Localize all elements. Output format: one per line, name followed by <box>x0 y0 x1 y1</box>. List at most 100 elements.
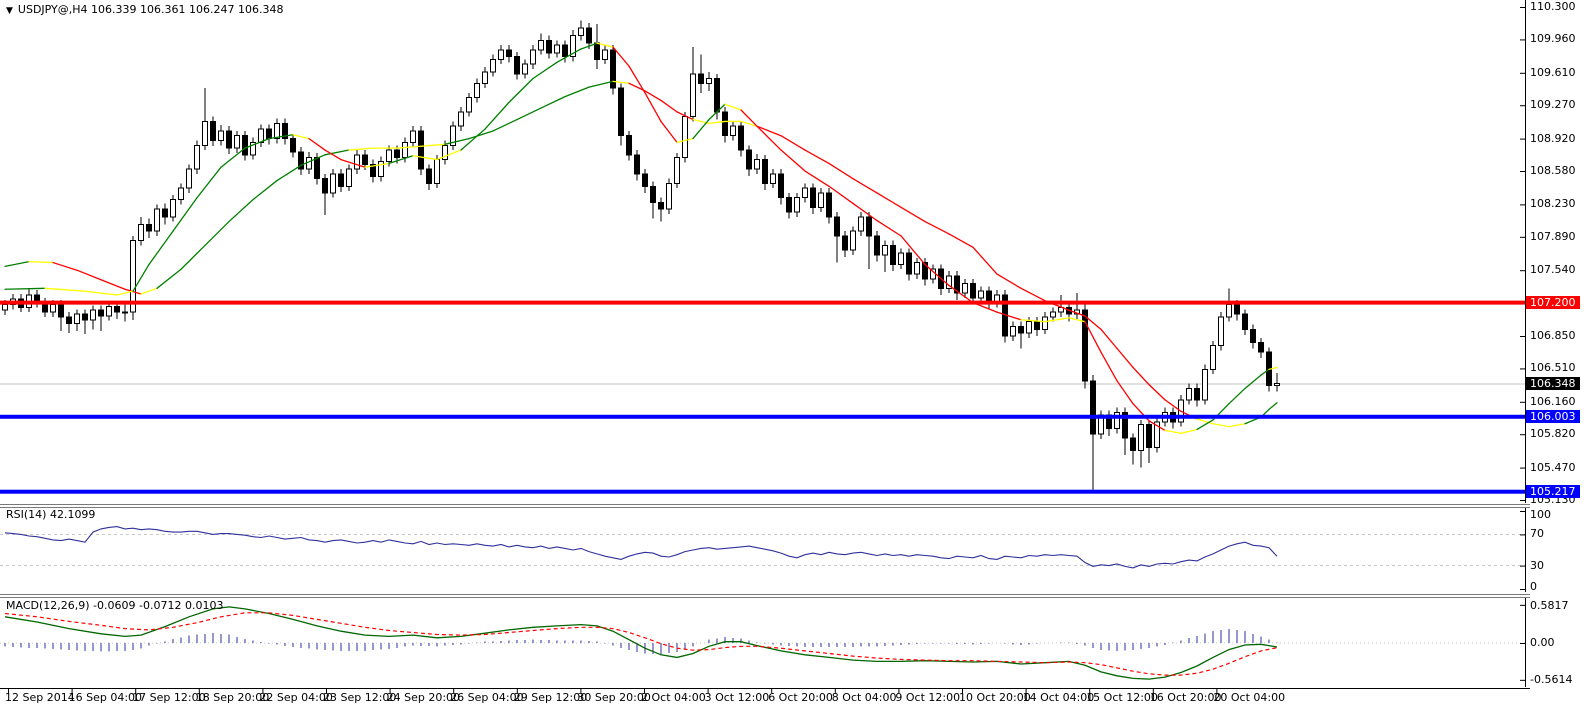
price-tick-label: 106.850 <box>1530 328 1576 342</box>
time-tick-label: 3 Oct 12:00 <box>704 691 770 704</box>
ma-slow-line <box>1228 423 1246 428</box>
ma-fast-line <box>1260 368 1270 376</box>
candle-bull <box>1010 325 1016 337</box>
candle-bull <box>802 187 808 199</box>
ma-fast-line <box>740 109 758 127</box>
candle-bear <box>642 173 648 187</box>
time-tick-label: 14 Oct 04:00 <box>1022 691 1095 704</box>
ma-slow-line <box>1212 423 1230 428</box>
candle-bear <box>778 173 784 199</box>
candle-bear <box>562 44 568 58</box>
ma-slow-line <box>324 149 350 156</box>
candle-bull <box>498 49 504 60</box>
candle-bear <box>114 305 120 313</box>
ma-fast-line <box>660 120 678 144</box>
candle-bull <box>402 141 408 159</box>
candle-bull <box>138 223 144 242</box>
ma-slow-line <box>1164 399 1182 412</box>
candle-bull <box>186 168 192 189</box>
macd-signal-line <box>4 612 1278 676</box>
price-badge: 105.217 <box>1526 485 1580 499</box>
price-tick-label: 106.160 <box>1530 394 1576 408</box>
candle-bear <box>834 216 840 237</box>
candle-bull <box>442 144 448 161</box>
candle-bull <box>682 116 688 159</box>
candle-bull <box>882 244 888 256</box>
ma-slow-line <box>660 99 678 113</box>
candle-bear <box>514 56 520 75</box>
candle-bull <box>538 39 544 51</box>
candle-bull <box>194 144 200 170</box>
ma-slow-line <box>1020 287 1046 302</box>
candle-bull <box>234 135 240 149</box>
ma-slow-line <box>1100 328 1118 350</box>
candle-bear <box>738 125 744 151</box>
ma-fast-line <box>644 92 662 123</box>
rsi-level-label: 30 <box>1530 558 1544 572</box>
horizontal-level-line[interactable] <box>0 414 1528 419</box>
ma-slow-line <box>924 220 950 235</box>
ma-fast-line <box>1244 374 1262 390</box>
candle-bear <box>722 111 728 137</box>
candle-bull <box>914 262 920 275</box>
ma-slow-line <box>948 233 974 248</box>
ma-fast-line <box>1084 321 1102 353</box>
ma-fast-line <box>1228 387 1246 405</box>
ma-fast-line <box>308 137 326 151</box>
ma-fast-line <box>780 149 806 172</box>
candle-bull <box>466 97 472 113</box>
ma-slow-line <box>540 95 566 109</box>
macd-level-label: 0.5817 <box>1530 599 1569 612</box>
ma-fast-line <box>628 65 646 94</box>
rsi-level-label: 100 <box>1530 508 1551 521</box>
candle-bear <box>506 49 512 58</box>
candle-bear <box>58 304 64 318</box>
ma-fast-line <box>924 263 950 287</box>
ma-fast-line <box>4 287 46 290</box>
candle-bull <box>154 208 160 232</box>
ma-slow-line <box>204 220 230 247</box>
ma-slow-line <box>180 244 206 270</box>
price-tick-label: 109.610 <box>1530 65 1576 79</box>
horizontal-level-line[interactable] <box>0 300 1528 305</box>
candle-bear <box>1130 437 1136 451</box>
ma-fast-line <box>692 118 710 140</box>
candle-bear <box>338 173 344 187</box>
ma-fast-line <box>364 162 390 168</box>
ma-slow-line <box>708 120 726 124</box>
candle-bull <box>754 159 760 170</box>
candle-bull <box>794 197 800 213</box>
ma-fast-line <box>388 155 414 165</box>
candle-bear <box>226 130 232 149</box>
candle-bear <box>82 313 88 321</box>
candle-bull <box>962 283 968 294</box>
ma-fast-line <box>596 42 614 48</box>
ma-fast-line <box>324 149 342 161</box>
rsi-line <box>4 526 1278 569</box>
time-tick-label: 8 Oct 04:00 <box>831 691 897 704</box>
time-tick-label: 16 Oct 20:00 <box>1149 691 1222 704</box>
ma-slow-line <box>1148 383 1166 401</box>
horizontal-level-line[interactable] <box>0 489 1528 494</box>
candle-bear <box>162 208 168 218</box>
price-badge: 106.003 <box>1526 410 1580 424</box>
candle-bear <box>890 244 896 265</box>
ma-fast-line <box>852 202 878 222</box>
ma-fast-line <box>340 158 366 168</box>
candle-bear <box>906 252 912 275</box>
candle-bull <box>170 199 176 218</box>
ma-fast-line <box>196 166 222 199</box>
candle-bear <box>394 149 400 159</box>
candle-bull <box>74 313 80 325</box>
candle-bear <box>634 154 640 175</box>
price-tick-label: 107.890 <box>1530 229 1576 243</box>
candle-bear <box>874 235 880 256</box>
ma-fast-line <box>756 125 782 151</box>
rsi-indicator-label: RSI(14) 42.1099 <box>6 508 96 521</box>
candle-bull <box>50 304 56 313</box>
ma-slow-line <box>628 82 646 92</box>
time-tick-label: 18 Sep 20:00 <box>195 691 270 704</box>
candle-bear <box>698 73 704 84</box>
